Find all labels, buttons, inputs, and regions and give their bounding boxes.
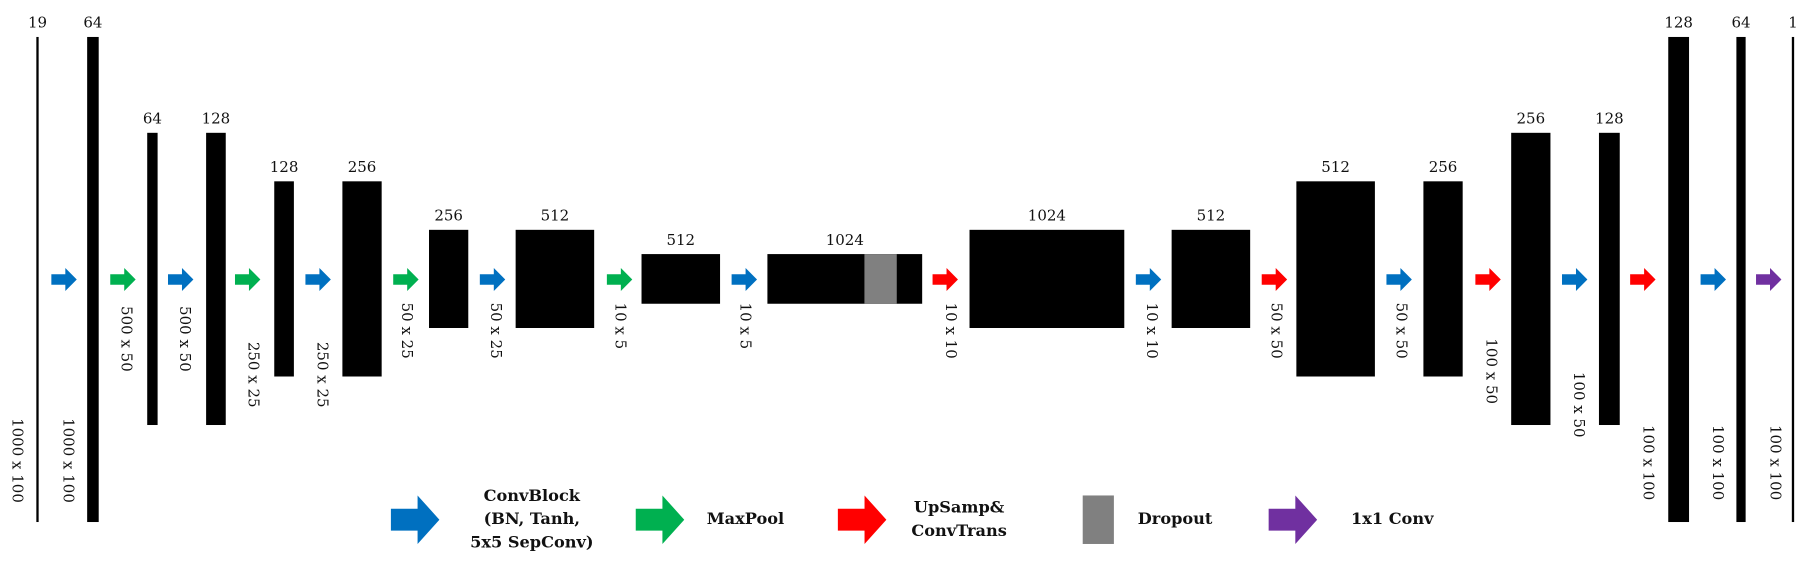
layer-block <box>641 254 721 304</box>
arrow <box>51 267 77 292</box>
size-label: 100 x 50 <box>1482 338 1500 404</box>
legend-label: ConvTrans <box>911 521 1006 540</box>
layer-block <box>206 132 226 426</box>
size-label: 50 x 25 <box>487 303 505 359</box>
legend-label: (BN, Tanh, <box>484 509 580 528</box>
legend-label: 5x5 SepConv) <box>470 532 593 551</box>
channel-label: 1024 <box>1028 207 1066 225</box>
arrow <box>234 267 261 292</box>
layer-block <box>147 132 158 426</box>
layer-block <box>767 254 923 304</box>
arrow <box>1268 495 1318 544</box>
size-label: 50 x 50 <box>1392 303 1410 359</box>
legend-label: 1x1 Conv <box>1351 509 1434 528</box>
size-label: 10 x 5 <box>612 303 630 350</box>
channel-label: 1024 <box>826 231 864 249</box>
size-label: 100 x 100 <box>1709 425 1727 500</box>
channel-label: 128 <box>270 158 299 176</box>
arrow <box>606 267 633 292</box>
arrow <box>1630 267 1656 292</box>
arrow <box>635 495 685 544</box>
layer-block <box>515 229 595 328</box>
legend-label: ConvBlock <box>484 486 581 505</box>
layer-block <box>1296 181 1375 377</box>
layer-block <box>36 36 39 523</box>
channel-label: 128 <box>202 110 231 128</box>
size-label: 100 x 50 <box>1570 372 1588 438</box>
channel-label: 64 <box>83 14 102 32</box>
layer-block <box>1511 132 1551 426</box>
size-label: 10 x 10 <box>942 303 960 359</box>
size-label: 50 x 50 <box>1268 303 1286 359</box>
size-label: 100 x 100 <box>1767 425 1785 500</box>
arrow <box>305 267 331 292</box>
arrow <box>168 267 194 292</box>
arrow <box>1386 267 1412 292</box>
size-label: 250 x 25 <box>244 342 262 408</box>
channel-label: 512 <box>1321 158 1350 176</box>
arrow <box>731 267 758 292</box>
size-label: 1000 x 100 <box>60 418 78 503</box>
channel-label: 64 <box>143 110 162 128</box>
size-label: 10 x 10 <box>1143 303 1161 359</box>
layer-block <box>1791 36 1795 523</box>
size-label: 500 x 50 <box>117 306 135 372</box>
layer-block <box>1423 181 1463 377</box>
layer-block <box>342 181 382 377</box>
layer-block <box>1598 132 1620 426</box>
channel-label: 256 <box>348 158 377 176</box>
legend-label: UpSamp& <box>914 498 1005 517</box>
layer-block <box>87 36 99 523</box>
size-label: 10 x 5 <box>736 303 754 350</box>
layer-block <box>429 229 469 328</box>
channel-label: 128 <box>1595 110 1624 128</box>
size-label: 1000 x 100 <box>9 418 27 503</box>
arrow <box>110 267 136 292</box>
arrow <box>1135 267 1162 292</box>
layer-block <box>274 181 294 377</box>
channel-label: 256 <box>1516 110 1545 128</box>
size-label: 50 x 25 <box>398 303 416 359</box>
arrow <box>1475 267 1501 292</box>
legend-swatch <box>1082 495 1114 544</box>
channel-label: 256 <box>1429 158 1458 176</box>
channel-label: 64 <box>1731 14 1750 32</box>
channel-label: 512 <box>666 231 695 249</box>
size-label: 100 x 100 <box>1639 425 1657 500</box>
legend-label: MaxPool <box>707 509 784 528</box>
arrow <box>390 495 440 544</box>
arrow <box>1562 267 1588 292</box>
legend-label: Dropout <box>1138 509 1213 528</box>
layer-block <box>969 229 1125 328</box>
layer-block <box>1736 36 1746 523</box>
channel-label: 128 <box>1664 14 1693 32</box>
arrow <box>479 267 506 292</box>
channel-label: 19 <box>28 14 47 32</box>
dropout <box>864 254 897 304</box>
size-label: 500 x 50 <box>176 306 194 372</box>
channel-label: 256 <box>434 207 463 225</box>
arrow <box>393 267 419 292</box>
arrow <box>932 267 958 292</box>
arrow <box>1700 267 1726 292</box>
channel-label: 512 <box>541 207 570 225</box>
layer-block <box>1171 229 1251 328</box>
channel-label: 512 <box>1197 207 1226 225</box>
size-label: 250 x 25 <box>314 342 332 408</box>
channel-label: 1 <box>1788 14 1798 32</box>
arrow <box>837 495 887 544</box>
arrow <box>1261 267 1288 292</box>
arrow <box>1756 267 1782 292</box>
layer-block <box>1668 36 1690 523</box>
